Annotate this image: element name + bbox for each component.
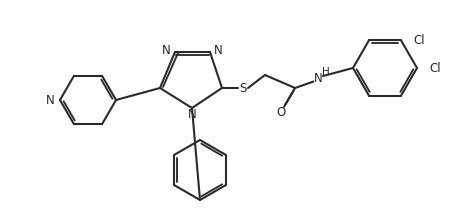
Text: N: N [188,109,196,122]
Text: Cl: Cl [429,61,441,74]
Text: N: N [162,44,171,57]
Text: N: N [214,44,223,57]
Text: O: O [276,105,286,118]
Text: N: N [314,72,322,84]
Text: N: N [46,93,55,107]
Text: H: H [322,67,330,77]
Text: Cl: Cl [413,34,425,47]
Text: S: S [239,82,246,95]
